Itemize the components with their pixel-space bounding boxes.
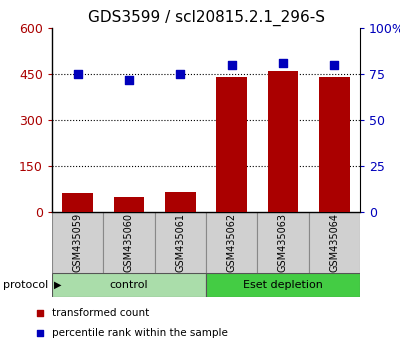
Bar <box>165 192 196 212</box>
Bar <box>103 212 155 273</box>
Bar <box>114 197 144 212</box>
Bar <box>52 212 103 273</box>
Bar <box>206 273 360 297</box>
Bar <box>206 212 257 273</box>
Bar <box>216 78 247 212</box>
Text: GSM435062: GSM435062 <box>227 213 237 272</box>
Bar <box>309 212 360 273</box>
Point <box>302 255 308 261</box>
Text: protocol: protocol <box>3 280 48 290</box>
Text: ▶: ▶ <box>54 280 62 290</box>
Point <box>302 78 308 84</box>
Bar <box>268 71 298 212</box>
Point <box>126 77 132 83</box>
Bar <box>52 273 206 297</box>
Title: GDS3599 / scl20815.2.1_296-S: GDS3599 / scl20815.2.1_296-S <box>88 9 324 25</box>
Bar <box>155 212 206 273</box>
Bar <box>257 212 309 273</box>
Point <box>74 72 81 77</box>
Text: percentile rank within the sample: percentile rank within the sample <box>52 328 228 338</box>
Text: control: control <box>110 280 148 290</box>
Point <box>177 72 184 77</box>
Text: GSM435060: GSM435060 <box>124 213 134 272</box>
Point <box>280 61 286 66</box>
Bar <box>319 77 350 212</box>
Point <box>228 62 235 68</box>
Text: GSM435061: GSM435061 <box>175 213 185 272</box>
Point <box>331 62 338 68</box>
Text: GSM435063: GSM435063 <box>278 213 288 272</box>
Text: Eset depletion: Eset depletion <box>243 280 323 290</box>
Text: GSM435064: GSM435064 <box>329 213 339 272</box>
Text: transformed count: transformed count <box>52 308 149 318</box>
Text: GSM435059: GSM435059 <box>73 213 83 272</box>
Bar <box>62 193 93 212</box>
